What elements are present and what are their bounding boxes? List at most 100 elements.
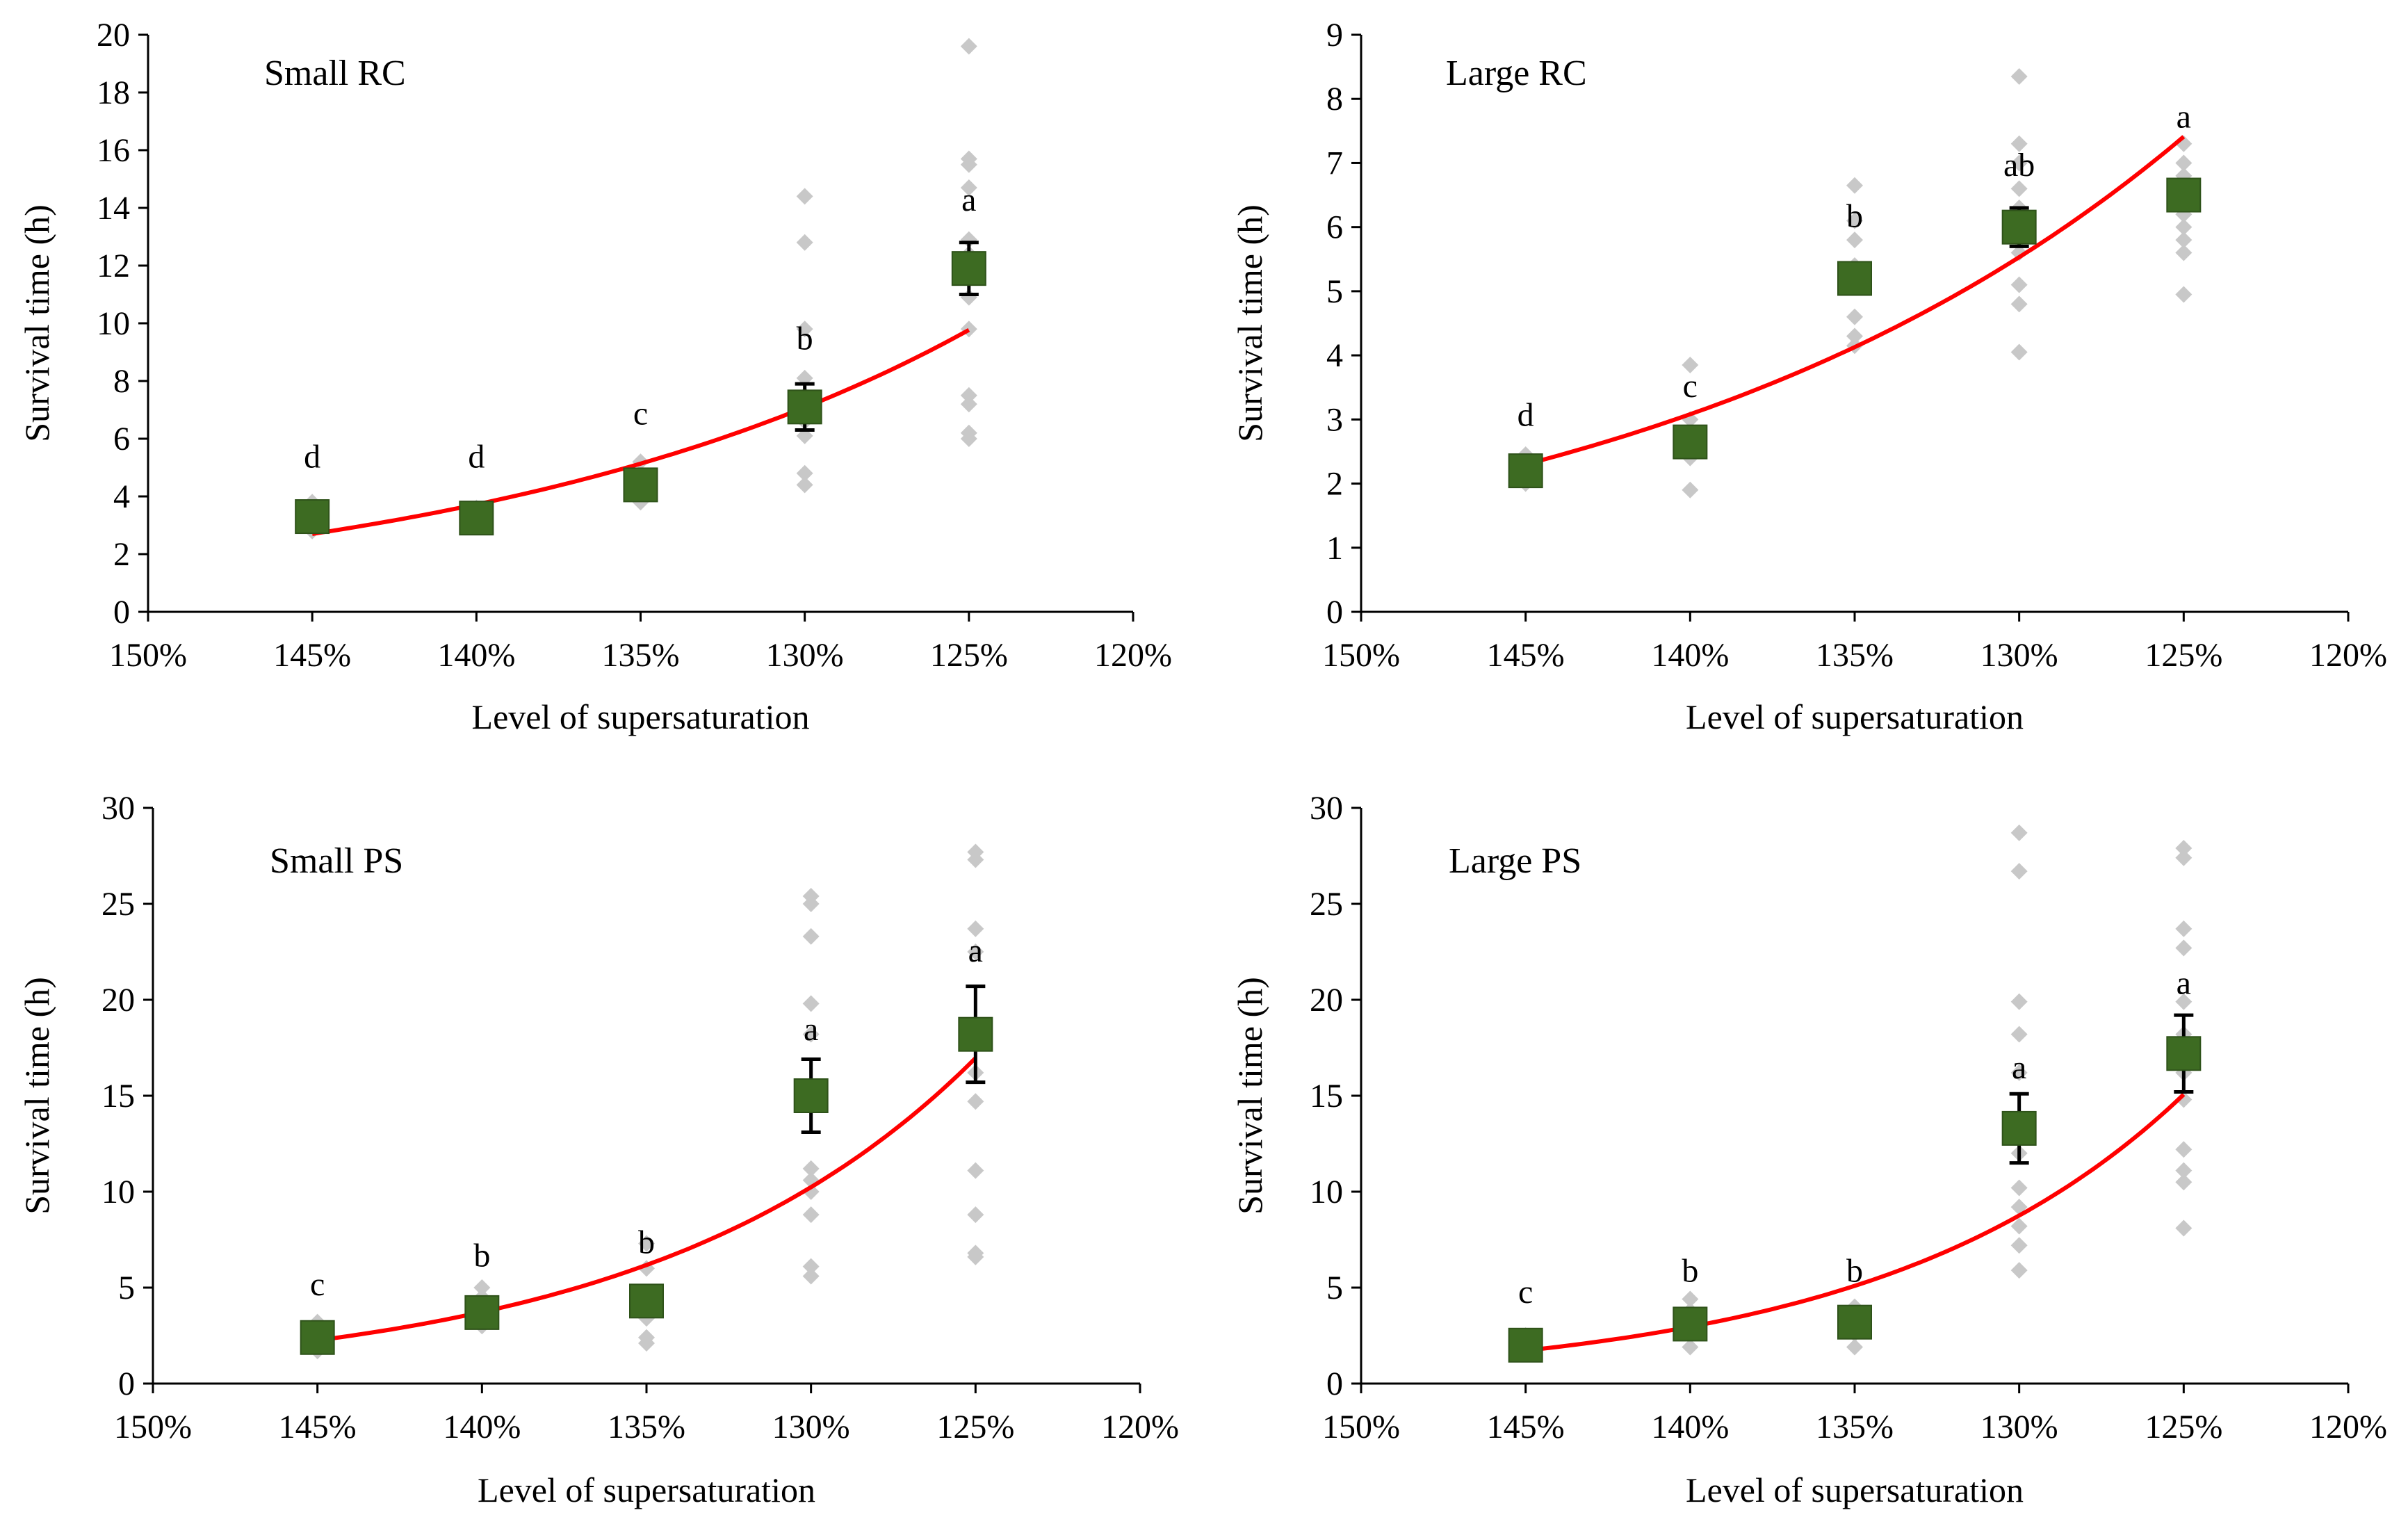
x-tick-label: 120% xyxy=(1094,637,1172,674)
significance-letter: d xyxy=(468,439,485,476)
significance-letter: c xyxy=(633,395,648,432)
mean-marker xyxy=(787,389,822,425)
x-tick-label: 145% xyxy=(1487,1409,1565,1445)
raw-data-point xyxy=(1682,1290,1699,1308)
y-tick-label: 4 xyxy=(1326,337,1343,374)
y-tick-label: 20 xyxy=(1310,982,1343,1019)
y-tick-label: 2 xyxy=(113,536,130,573)
mean-marker xyxy=(623,467,658,503)
y-tick-label: 6 xyxy=(1326,209,1343,246)
chart-large-ps: 0 5 10 15 20 25 30 150% 145% 140% 135% 130% 125% 120%… xyxy=(1230,790,2387,1509)
raw-data-point xyxy=(960,179,977,196)
significance-letter: a xyxy=(2012,1049,2026,1086)
raw-data-point xyxy=(2175,286,2193,303)
raw-data-point xyxy=(1846,327,1863,345)
raw-data-point xyxy=(2010,1179,2028,1197)
x-tick-label: 130% xyxy=(766,637,844,674)
raw-data-point xyxy=(796,188,813,205)
y-tick-label: 6 xyxy=(113,421,130,457)
raw-data-point xyxy=(2010,1217,2028,1235)
x-tick-label: 120% xyxy=(1101,1409,1179,1445)
raw-data-point xyxy=(2175,154,2193,172)
raw-data-point xyxy=(1846,212,1863,229)
raw-data-point xyxy=(2010,1237,2028,1254)
x-tick-label: 120% xyxy=(2309,1409,2387,1445)
significance-letter: b xyxy=(473,1238,490,1274)
raw-data-point xyxy=(473,1279,491,1296)
mean-marker xyxy=(629,1283,664,1319)
raw-data-point xyxy=(967,943,984,960)
mean-marker xyxy=(1837,261,1872,296)
raw-data-point xyxy=(1682,1338,1699,1356)
mean-marker xyxy=(2001,1110,2037,1146)
mean-marker xyxy=(300,1320,335,1355)
x-tick-label: 135% xyxy=(1816,637,1894,674)
raw-data-point xyxy=(960,396,977,413)
mean-marker xyxy=(1673,424,1708,460)
raw-data-point xyxy=(2010,295,2028,313)
significance-letter: b xyxy=(1846,198,1863,235)
chart-large-rc: 0 1 2 3 4 5 6 7 8 9 150% 145% 140% 135% 130% 125% 120% Le… xyxy=(1230,17,2387,736)
x-tick-label: 150% xyxy=(114,1409,192,1445)
raw-data-point xyxy=(2010,154,2028,172)
y-axis-title: Survival time (h) xyxy=(17,204,56,442)
y-tick-label: 30 xyxy=(101,790,135,827)
y-tick-label: 0 xyxy=(1326,594,1343,631)
raw-data-point xyxy=(1846,1338,1863,1356)
raw-data-point xyxy=(2175,244,2193,261)
x-tick-label: 125% xyxy=(2145,637,2222,674)
x-tick-label: 140% xyxy=(443,1409,521,1445)
y-tick-label: 3 xyxy=(1326,401,1343,438)
raw-data-point xyxy=(967,1248,984,1265)
x-axis-title: Level of supersaturation xyxy=(1686,697,2024,736)
raw-data-point xyxy=(2175,993,2193,1010)
x-tick-label: 140% xyxy=(1651,637,1729,674)
x-tick-label: 125% xyxy=(2145,1409,2222,1445)
y-tick-label: 20 xyxy=(101,982,135,1019)
mean-marker xyxy=(2001,209,2037,245)
x-tick-label: 145% xyxy=(279,1409,357,1445)
chart-small-rc: 0 2 4 6 8 10 12 14 16 18 20 150% 145% 140% 135% 130% 125… xyxy=(17,17,1172,736)
panel-title: Small RC xyxy=(264,54,406,93)
raw-data-point xyxy=(2175,849,2193,866)
mean-marker xyxy=(1508,1327,1543,1363)
raw-data-point xyxy=(1682,481,1699,498)
significance-letter: a xyxy=(2177,99,2191,136)
y-tick-label: 25 xyxy=(101,886,135,923)
y-tick-label: 12 xyxy=(97,248,130,284)
y-tick-label: 0 xyxy=(118,1365,135,1402)
y-tick-label: 8 xyxy=(1326,81,1343,117)
raw-data-point xyxy=(967,1162,984,1179)
significance-letter: a xyxy=(961,181,976,218)
raw-data-point xyxy=(2175,232,2193,249)
raw-data-point xyxy=(2175,1141,2193,1158)
raw-data-point xyxy=(2010,1262,2028,1279)
raw-data-point xyxy=(2010,276,2028,293)
y-tick-label: 5 xyxy=(118,1270,135,1306)
raw-data-point xyxy=(2175,218,2193,236)
trend-line xyxy=(311,327,970,536)
panel-title: Large PS xyxy=(1449,841,1581,881)
x-tick-label: 125% xyxy=(930,637,1008,674)
significance-letter: b xyxy=(1682,1253,1698,1290)
y-tick-label: 5 xyxy=(1326,1270,1343,1306)
mean-marker xyxy=(1508,453,1543,489)
raw-data-point xyxy=(802,927,820,945)
trend-line xyxy=(1524,135,2186,467)
significance-letter: ab xyxy=(2003,147,2035,184)
raw-data-point xyxy=(960,430,977,447)
raw-data-point xyxy=(802,1026,820,1043)
y-tick-label: 8 xyxy=(113,363,130,400)
mean-marker xyxy=(951,251,986,286)
raw-data-point xyxy=(2010,1026,2028,1043)
mean-marker xyxy=(464,1295,500,1330)
raw-data-point xyxy=(960,38,977,55)
x-tick-label: 130% xyxy=(1980,637,2058,674)
y-tick-label: 25 xyxy=(1310,886,1343,923)
y-tick-label: 14 xyxy=(97,190,130,227)
mean-marker xyxy=(459,501,494,536)
x-axis-title: Level of supersaturation xyxy=(1686,1470,2024,1509)
raw-data-point xyxy=(2010,135,2028,152)
y-tick-label: 10 xyxy=(97,305,130,342)
